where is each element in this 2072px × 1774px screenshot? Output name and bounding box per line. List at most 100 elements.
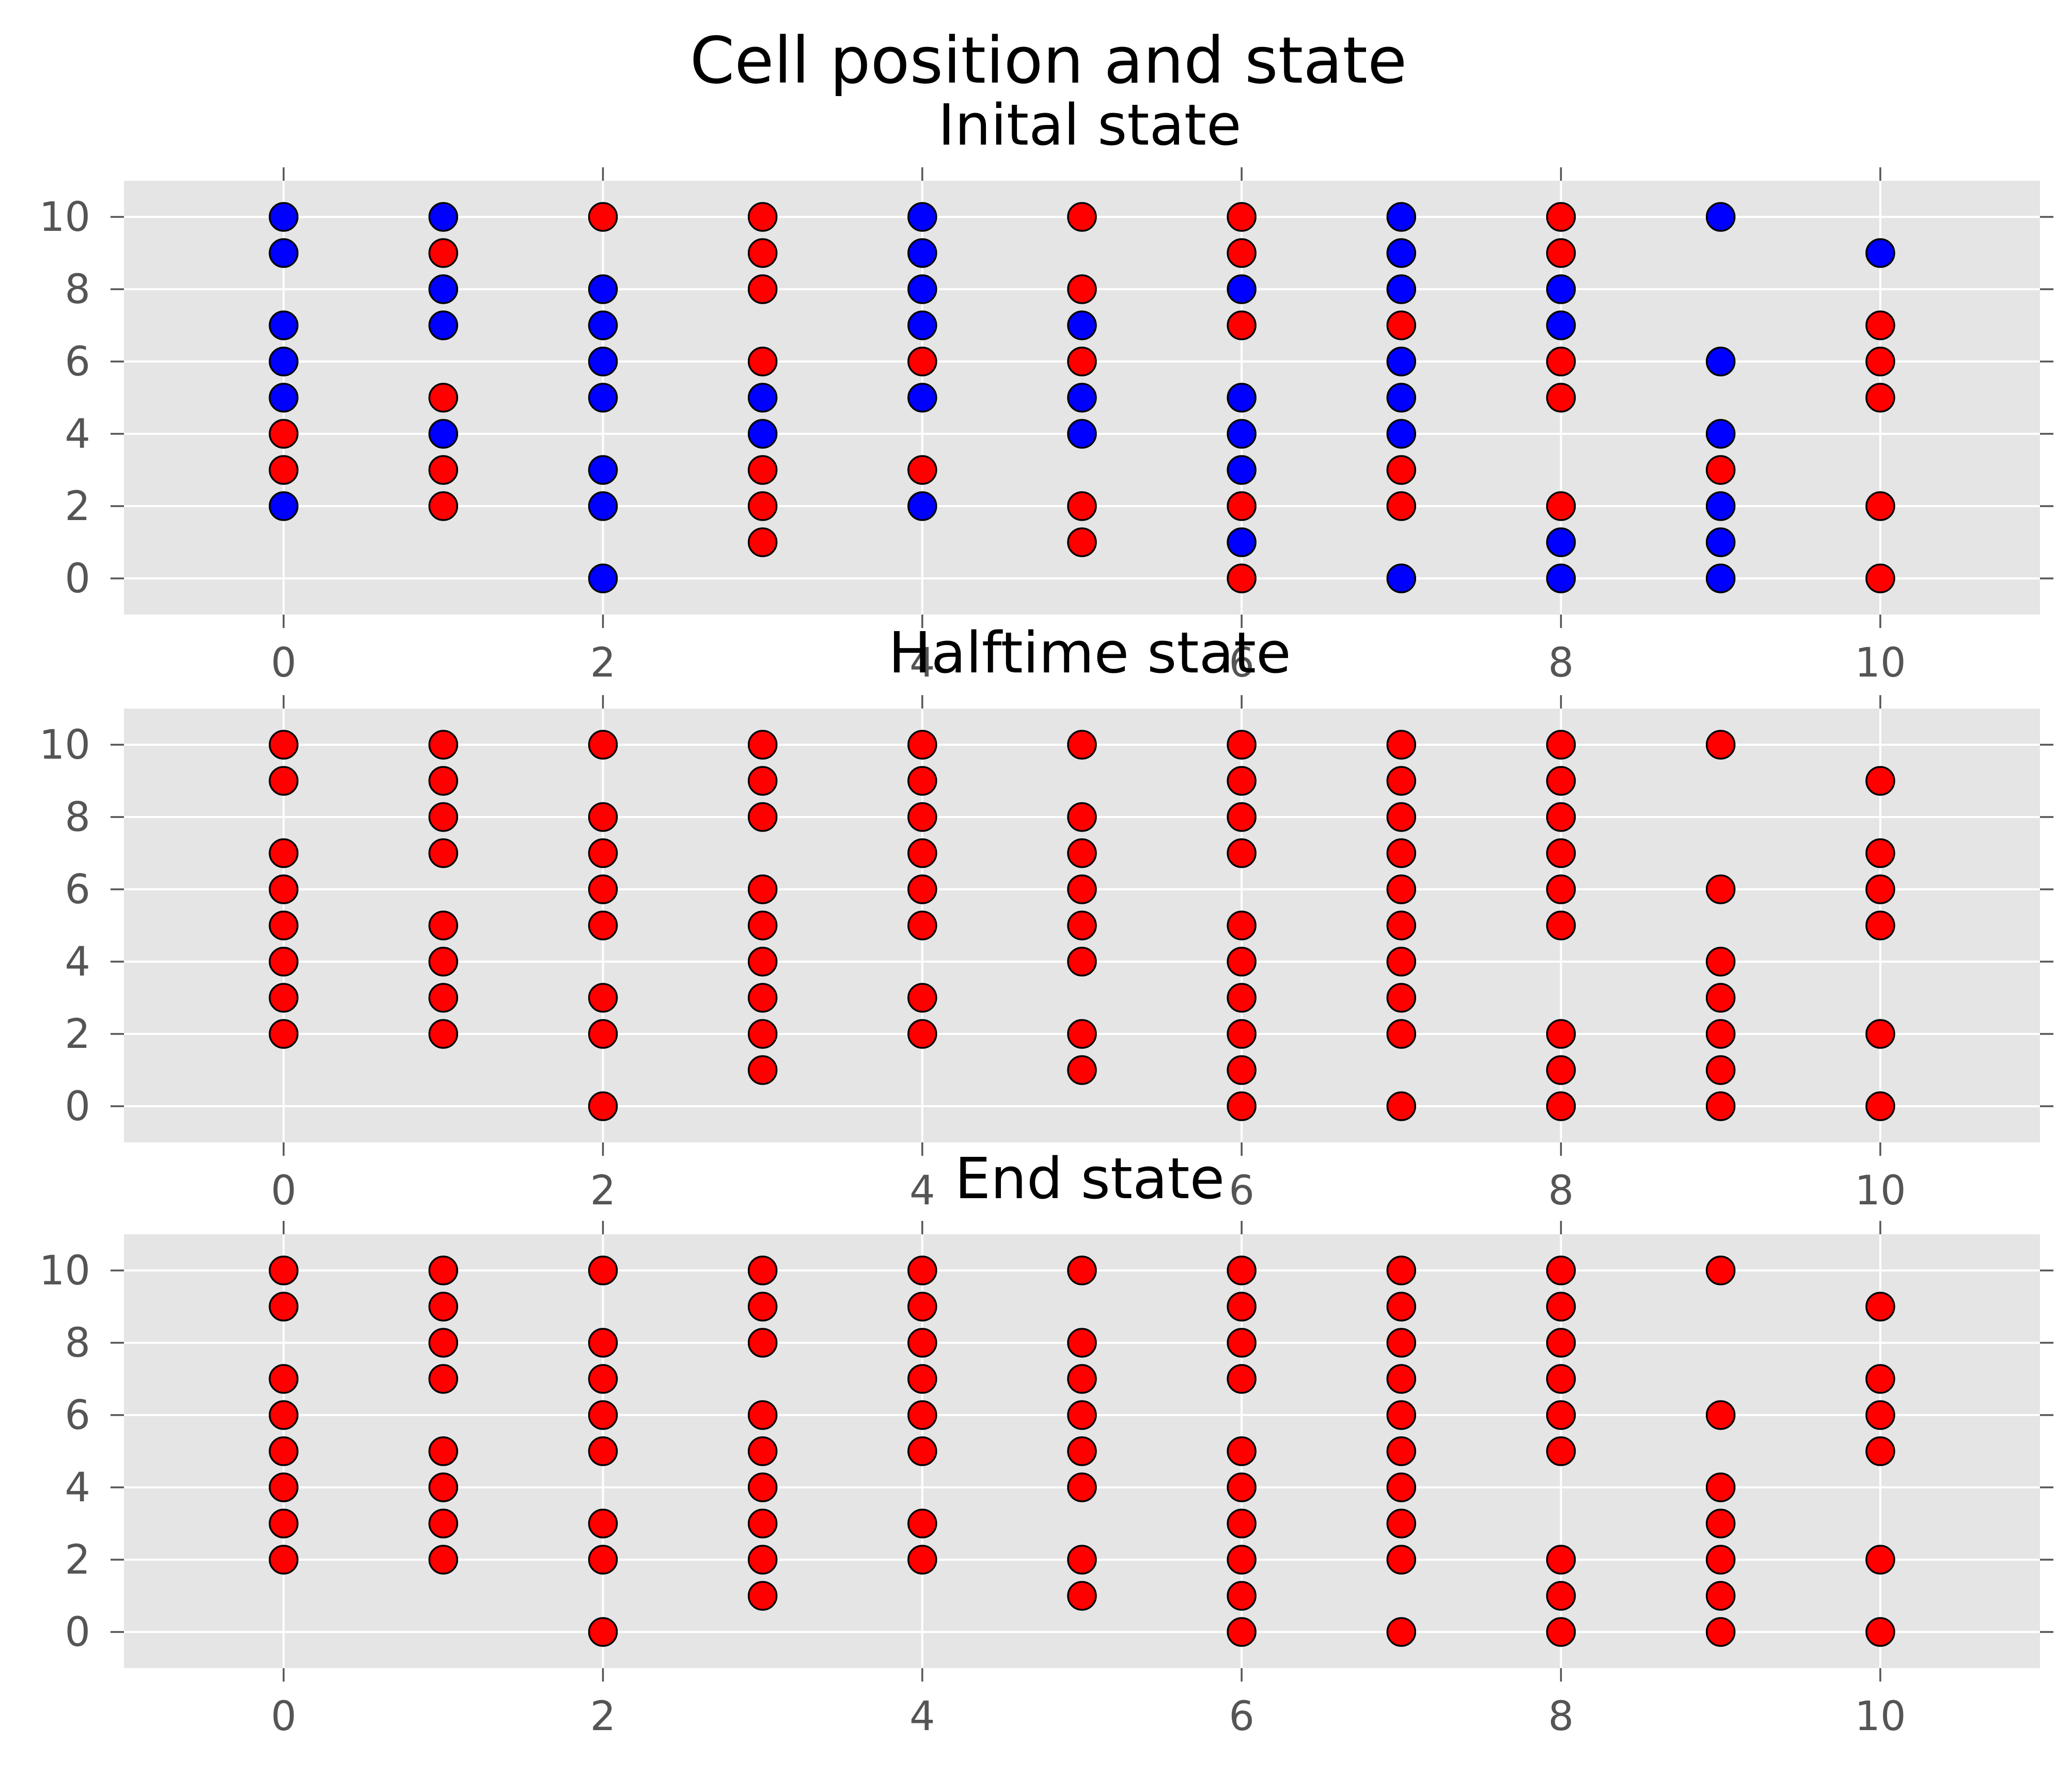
point-red <box>588 202 618 232</box>
point-red <box>428 1364 459 1394</box>
point-red <box>1227 1328 1257 1358</box>
point-red <box>1227 730 1257 760</box>
point-red <box>907 1292 937 1322</box>
point-red <box>1546 1545 1576 1575</box>
point-blue <box>269 347 299 376</box>
point-red <box>269 1400 299 1430</box>
point-red <box>1067 910 1097 940</box>
point-red <box>1386 766 1417 796</box>
point-red <box>588 1364 618 1394</box>
point-red <box>1705 1472 1736 1502</box>
point-red <box>269 766 299 796</box>
point-red <box>907 1328 937 1358</box>
subplot-3: 0 2 4 6 8 10 0 2 4 6 8 10 End state <box>39 1145 2053 1740</box>
point-blue <box>1067 383 1097 413</box>
point-red <box>1705 1581 1736 1611</box>
point-red <box>1067 202 1097 232</box>
point-blue <box>907 491 937 521</box>
y-tick-label: 4 <box>65 939 90 985</box>
point-red <box>907 1436 937 1466</box>
point-red <box>1386 1400 1417 1430</box>
point-red <box>1227 1617 1257 1647</box>
x-tick-label: 0 <box>271 640 296 686</box>
point-red <box>1386 1364 1417 1394</box>
point-red <box>1865 1436 1895 1466</box>
point-blue <box>1227 527 1257 557</box>
point-blue <box>907 238 937 268</box>
point-red <box>747 947 778 977</box>
point-blue <box>588 455 618 485</box>
x-tick-label: 0 <box>271 1168 296 1214</box>
point-blue <box>428 274 459 304</box>
point-red <box>907 874 937 904</box>
x-tick-label: 4 <box>909 1693 935 1740</box>
point-red <box>1865 766 1895 796</box>
point-red <box>747 1328 778 1358</box>
point-red <box>1067 1545 1097 1575</box>
point-red <box>588 1617 618 1647</box>
point-red <box>1067 1019 1097 1049</box>
point-blue <box>1067 419 1097 449</box>
point-red <box>1067 527 1097 557</box>
point-red <box>747 1545 778 1575</box>
point-red <box>1546 1400 1576 1430</box>
point-red <box>1705 1509 1736 1538</box>
point-red <box>1386 910 1417 940</box>
point-blue <box>747 419 778 449</box>
point-red <box>269 1292 299 1322</box>
point-red <box>1386 1436 1417 1466</box>
point-red <box>907 838 937 868</box>
point-red <box>1227 1019 1257 1049</box>
point-red <box>1067 874 1097 904</box>
point-red <box>269 1364 299 1394</box>
point-red <box>1546 1581 1576 1611</box>
point-red <box>1546 347 1576 376</box>
point-red <box>907 455 937 485</box>
point-red <box>1386 1292 1417 1322</box>
y-tick-label: 6 <box>65 1392 90 1439</box>
y-tick-label: 2 <box>65 1011 90 1058</box>
point-red <box>1386 1328 1417 1358</box>
point-red <box>1705 1019 1736 1049</box>
point-red <box>1865 491 1895 521</box>
point-red <box>1227 947 1257 977</box>
point-blue <box>1386 383 1417 413</box>
point-red <box>1067 1055 1097 1085</box>
y-tick-label: 10 <box>39 1248 90 1294</box>
point-red <box>747 1292 778 1322</box>
point-red <box>1546 802 1576 832</box>
point-red <box>907 1509 937 1538</box>
point-red <box>1705 874 1736 904</box>
point-blue <box>1546 527 1576 557</box>
point-red <box>1227 1364 1257 1394</box>
point-red <box>907 1545 937 1575</box>
point-red <box>1705 730 1736 760</box>
point-blue <box>747 383 778 413</box>
point-red <box>269 1509 299 1538</box>
point-blue <box>1705 563 1736 593</box>
point-red <box>1227 491 1257 521</box>
point-blue <box>588 491 618 521</box>
y-tick-label: 4 <box>65 1465 90 1511</box>
point-blue <box>1386 563 1417 593</box>
point-red <box>1227 1472 1257 1502</box>
point-red <box>1227 766 1257 796</box>
subplot-title: End state <box>955 1145 1225 1212</box>
subplots: 0 2 4 6 8 10 0 2 4 6 8 10 Inital state 0 2 4 6 8 10 0 2 4 6 8 10… <box>39 92 2053 1740</box>
point-red <box>428 491 459 521</box>
x-tick-label: 8 <box>1548 640 1574 686</box>
point-red <box>588 730 618 760</box>
point-red <box>1227 983 1257 1013</box>
point-red <box>1067 274 1097 304</box>
point-red <box>747 274 778 304</box>
point-red <box>428 1255 459 1285</box>
point-red <box>1386 947 1417 977</box>
point-blue <box>269 491 299 521</box>
point-red <box>1067 1400 1097 1430</box>
point-red <box>428 802 459 832</box>
point-red <box>747 238 778 268</box>
point-red <box>747 983 778 1013</box>
y-tick-label: 2 <box>65 1537 90 1583</box>
point-red <box>428 238 459 268</box>
